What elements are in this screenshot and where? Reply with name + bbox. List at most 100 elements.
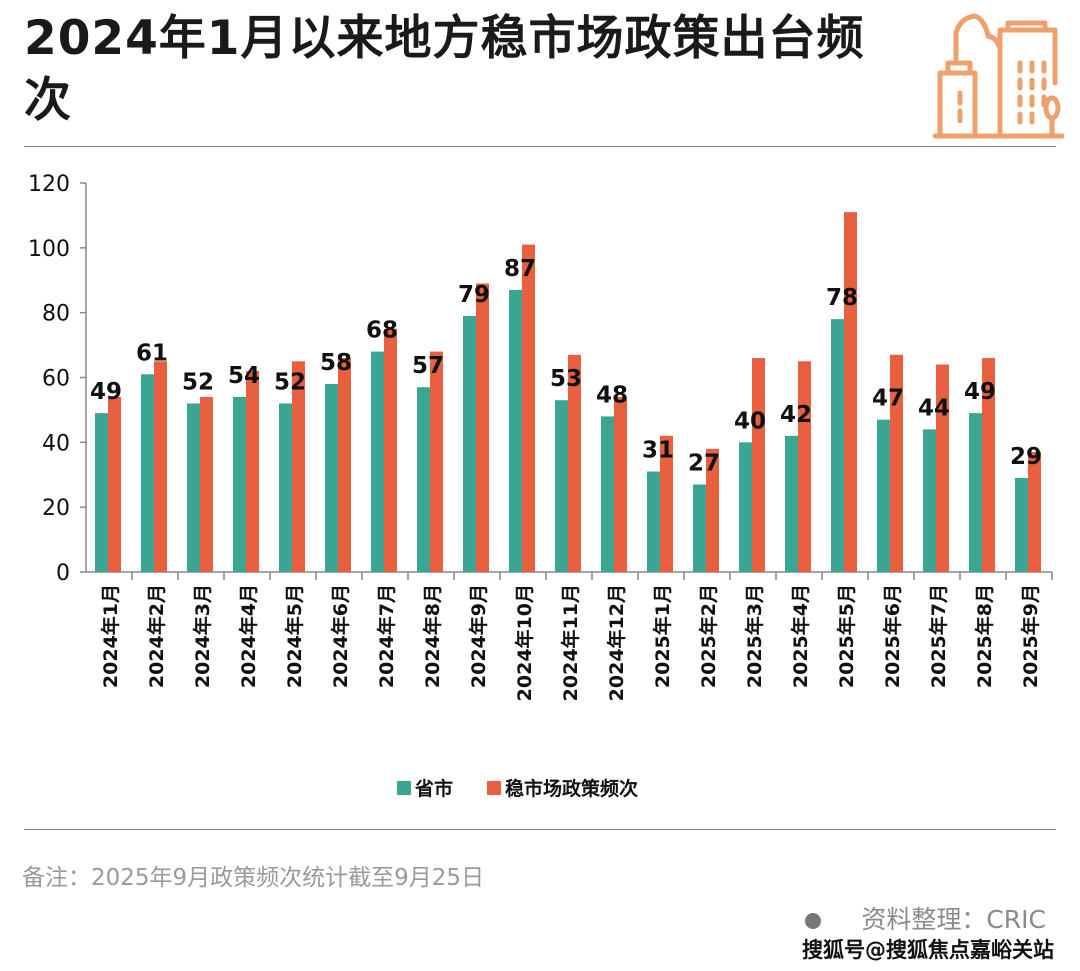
bar-province-city — [555, 400, 568, 572]
data-label: 58 — [320, 350, 352, 376]
bar-province-city — [693, 484, 706, 572]
y-tick-label: 100 — [28, 237, 70, 262]
bar-province-city — [325, 383, 338, 572]
legend-label: 稳市场政策频次 — [505, 777, 638, 800]
data-label: 49 — [964, 379, 996, 405]
bar-province-city — [371, 351, 384, 572]
bar-province-city — [739, 442, 752, 572]
x-tick-label: 2025年8月 — [973, 584, 996, 688]
data-label: 31 — [642, 438, 674, 464]
bar-policy-count — [982, 358, 995, 572]
bar-province-city — [279, 403, 292, 572]
y-tick-label: 40 — [42, 431, 70, 456]
bar-province-city — [601, 416, 614, 572]
bar-policy-count — [338, 358, 351, 572]
bar-policy-count — [1028, 452, 1041, 572]
bar-province-city — [969, 413, 982, 572]
data-label: 47 — [872, 386, 904, 412]
bar-policy-count — [660, 435, 673, 572]
bar-province-city — [1015, 477, 1028, 572]
x-tick-label: 2024年4月 — [237, 584, 260, 688]
source-text: 资料整理：CRIC — [861, 905, 1046, 934]
bar-policy-count — [844, 212, 857, 573]
data-label: 40 — [734, 408, 766, 434]
bar-policy-count — [246, 371, 259, 572]
bar-province-city — [785, 435, 798, 572]
x-tick-label: 2024年12月 — [605, 584, 628, 701]
bar-province-city — [831, 319, 844, 572]
bar-policy-count — [752, 358, 765, 572]
data-label: 57 — [412, 353, 444, 379]
bar-policy-count — [476, 283, 489, 572]
data-label: 48 — [596, 382, 628, 408]
data-label: 29 — [1010, 444, 1042, 470]
legend-swatch — [487, 781, 501, 795]
x-tick-label: 2025年7月 — [927, 584, 950, 688]
x-tick-label: 2024年9月 — [467, 584, 490, 688]
bar-province-city — [141, 374, 154, 572]
bar-province-city — [95, 413, 108, 572]
title-divider — [24, 146, 1056, 147]
bar-policy-count — [936, 364, 949, 572]
data-label: 78 — [826, 285, 858, 311]
data-label: 87 — [504, 256, 536, 282]
data-label: 61 — [136, 340, 168, 366]
y-tick-label: 80 — [42, 302, 70, 327]
x-tick-label: 2025年9月 — [1019, 584, 1042, 688]
data-label: 27 — [688, 450, 720, 476]
bar-province-city — [463, 315, 476, 572]
data-label: 54 — [228, 363, 260, 389]
bar-province-city — [509, 289, 522, 572]
data-label: 79 — [458, 282, 490, 308]
bar-province-city — [187, 403, 200, 572]
bar-policy-count — [568, 354, 581, 572]
data-label: 52 — [182, 369, 214, 395]
data-label: 68 — [366, 318, 398, 344]
y-tick-label: 60 — [42, 367, 70, 392]
legend-swatch — [397, 781, 411, 795]
data-label: 42 — [780, 402, 812, 428]
bar-province-city — [417, 387, 430, 572]
x-tick-label: 2025年4月 — [789, 584, 812, 688]
bar-policy-count — [706, 448, 719, 572]
x-tick-label: 2025年3月 — [743, 584, 766, 688]
data-label: 49 — [90, 379, 122, 405]
bar-province-city — [233, 396, 246, 572]
y-tick-label: 120 — [28, 172, 70, 197]
bar-policy-count — [154, 361, 167, 572]
bar-policy-count — [384, 328, 397, 572]
x-tick-label: 2024年10月 — [513, 584, 536, 701]
data-label: 44 — [918, 395, 950, 421]
x-tick-label: 2024年3月 — [191, 584, 214, 688]
x-tick-label: 2024年2月 — [145, 584, 168, 688]
bar-policy-count — [798, 361, 811, 572]
bar-province-city — [647, 471, 660, 572]
data-label: 52 — [274, 369, 306, 395]
bullet-icon — [805, 913, 822, 929]
bar-province-city — [923, 429, 936, 572]
x-tick-label: 2025年2月 — [697, 584, 720, 688]
x-tick-label: 2025年6月 — [881, 584, 904, 688]
bar-policy-count — [292, 361, 305, 572]
x-tick-label: 2025年5月 — [835, 584, 858, 688]
bar-policy-count — [200, 396, 213, 572]
source-credit: 资料整理：CRIC — [805, 900, 1046, 936]
footnote: 备注：2025年9月政策频次统计截至9月25日 — [22, 865, 485, 891]
footer-divider — [24, 829, 1056, 830]
bar-policy-count — [522, 244, 535, 572]
bar-chart: 0 20 40 60 80 100 120 49 2024年1月 61 2024年2月 52 2024年… — [28, 172, 1053, 800]
watermark: 搜狐号@搜狐焦点嘉峪关站 — [802, 938, 1054, 962]
x-tick-label: 2024年11月 — [559, 584, 582, 701]
bar-policy-count — [890, 354, 903, 572]
y-tick-label: 20 — [42, 496, 70, 521]
x-tick-label: 2024年7月 — [375, 584, 398, 688]
legend-label: 省市 — [414, 777, 453, 800]
bar-policy-count — [108, 396, 121, 572]
bar-policy-count — [430, 351, 443, 572]
bar-policy-count — [614, 396, 627, 572]
data-label: 53 — [550, 366, 582, 392]
x-tick-label: 2024年6月 — [329, 584, 352, 688]
x-tick-label: 2024年8月 — [421, 584, 444, 688]
page-title: 2024年1月以来地方稳市场政策出台频次 — [24, 11, 865, 128]
city-buildings-icon — [932, 13, 1065, 139]
